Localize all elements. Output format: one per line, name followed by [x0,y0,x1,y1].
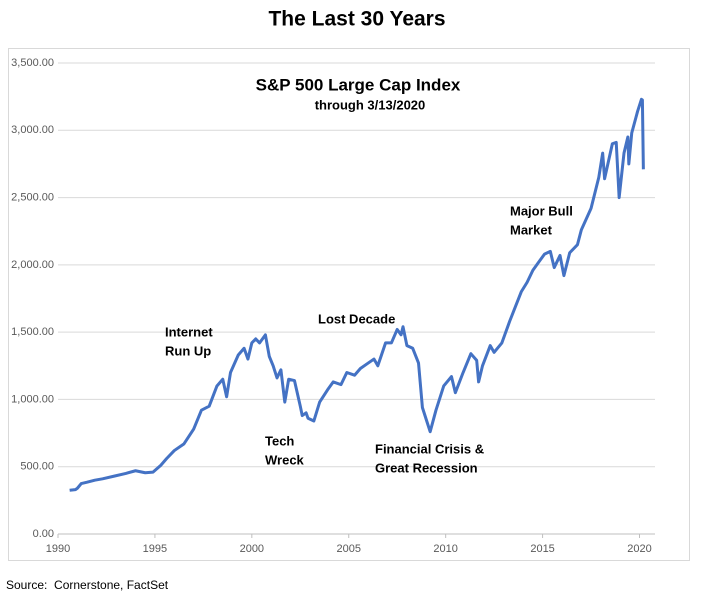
x-tick-label: 2020 [627,543,651,555]
y-tick-label: 2,000.00 [11,259,54,271]
x-tick-label: 2015 [530,543,554,555]
y-tick-label: 2,500.00 [11,191,54,203]
x-tick-label: 2005 [337,543,361,555]
y-tick-label: 3,000.00 [11,124,54,136]
annotation: Financial Crisis & [375,441,484,456]
page-heading: The Last 30 Years [268,8,445,31]
chart-frame [8,48,690,561]
x-tick-label: 2000 [240,543,264,555]
annotation: Great Recession [375,460,478,475]
chart-subtitle: through 3/13/2020 [315,97,426,112]
x-tick-label: 2010 [433,543,457,555]
chart-title: S&P 500 Large Cap Index [256,75,461,94]
x-tick-label: 1995 [143,543,167,555]
annotation: Tech [265,433,294,448]
y-tick-label: 0.00 [33,528,54,540]
y-tick-label: 1,500.00 [11,326,54,338]
source-note: Source: Cornerstone, FactSet [6,578,169,592]
price-line [69,97,645,492]
annotation: Market [510,222,553,237]
annotation: Internet [165,324,213,339]
annotation: Wreck [265,452,305,467]
y-tick-label: 3,500.00 [11,57,54,69]
y-tick-label: 1,000.00 [11,393,54,405]
y-tick-label: 500.00 [20,461,54,473]
annotation: Major Bull [510,203,573,218]
annotation: Run Up [165,343,211,358]
annotation: Lost Decade [318,311,395,326]
x-tick-label: 1990 [46,543,70,555]
